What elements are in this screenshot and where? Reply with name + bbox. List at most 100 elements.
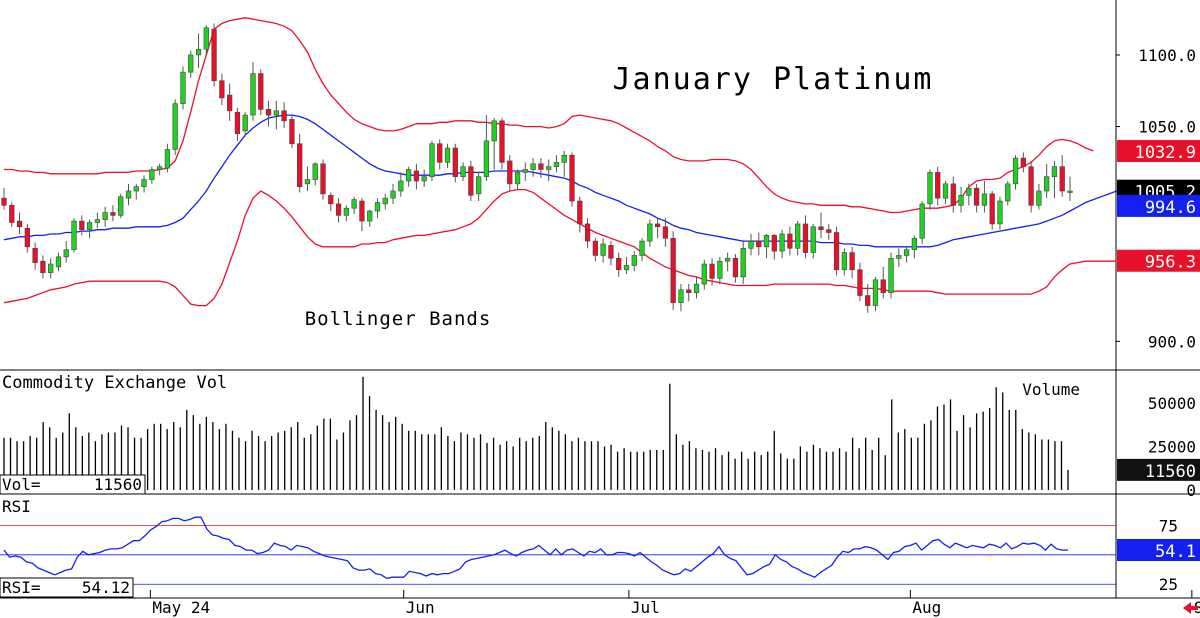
candle xyxy=(9,205,15,223)
upper-bollinger-band xyxy=(4,17,1094,214)
candle xyxy=(546,166,552,170)
candle xyxy=(273,110,279,116)
price-tick-label: 1050.0 xyxy=(1138,118,1196,137)
candle xyxy=(382,197,388,205)
price-box xyxy=(1117,140,1200,163)
candle xyxy=(639,240,645,256)
candle xyxy=(577,200,583,225)
candle xyxy=(172,103,178,150)
candle xyxy=(522,169,528,173)
volume-panel-title: Commodity Exchange Vol xyxy=(2,373,227,393)
candle xyxy=(227,94,233,112)
candle xyxy=(514,172,521,185)
volume-tick-label: 25000 xyxy=(1148,437,1196,456)
candle xyxy=(1036,190,1042,206)
candle xyxy=(709,263,715,279)
candle xyxy=(125,190,132,199)
candle xyxy=(390,190,396,199)
candle xyxy=(452,147,458,177)
candle xyxy=(810,226,816,253)
candle xyxy=(289,119,295,145)
candle xyxy=(258,73,264,110)
candle xyxy=(779,233,785,252)
candle xyxy=(437,143,443,163)
candle xyxy=(328,194,334,205)
candle xyxy=(857,269,863,296)
candle xyxy=(1067,190,1073,193)
volume-label: Volume xyxy=(1022,380,1080,399)
candle xyxy=(460,166,466,177)
candle xyxy=(16,220,23,228)
candle xyxy=(538,163,544,170)
rsi-line xyxy=(3,516,1068,580)
candle xyxy=(1051,166,1058,177)
candle xyxy=(553,162,560,167)
candle xyxy=(631,255,637,266)
candle xyxy=(833,232,840,271)
candle xyxy=(1028,166,1034,206)
candle xyxy=(40,260,46,273)
candle xyxy=(997,200,1003,225)
candle xyxy=(872,279,879,306)
volume-readout-label: Vol= xyxy=(2,475,41,494)
candle xyxy=(491,120,497,142)
candle xyxy=(678,289,684,303)
volume-box xyxy=(1117,458,1200,481)
candle xyxy=(211,28,217,82)
candle xyxy=(195,48,202,56)
candle xyxy=(896,255,902,259)
candle xyxy=(701,263,707,285)
candle xyxy=(919,203,925,239)
candle xyxy=(343,207,349,216)
chart-title: January Platinum xyxy=(613,62,934,97)
candle xyxy=(188,54,194,73)
price-box-label: 994.6 xyxy=(1145,198,1196,218)
candle xyxy=(468,166,474,196)
price-box xyxy=(1117,194,1200,217)
price-box-label: 1032.9 xyxy=(1135,143,1196,163)
candle xyxy=(818,226,824,230)
candle xyxy=(24,227,30,248)
candle xyxy=(911,237,918,251)
candle xyxy=(989,193,995,225)
candle xyxy=(429,143,435,177)
rsi-readout-value: 54.12 xyxy=(82,578,130,597)
candle xyxy=(94,219,101,223)
candle xyxy=(312,163,318,180)
candle xyxy=(1,197,7,206)
volume-tick-label: 0 xyxy=(1186,481,1196,500)
candle xyxy=(935,172,941,199)
candle xyxy=(1020,157,1026,167)
candle xyxy=(141,179,147,188)
candle xyxy=(405,169,412,182)
candle xyxy=(693,283,700,293)
candle xyxy=(133,186,139,192)
candle xyxy=(670,237,676,303)
candle xyxy=(102,212,108,220)
candle xyxy=(71,220,77,251)
candle xyxy=(118,196,124,216)
volume-box-label: 11560 xyxy=(1145,462,1196,482)
candle xyxy=(444,147,451,163)
candle xyxy=(569,154,575,202)
candle xyxy=(647,223,653,242)
candle xyxy=(219,80,225,99)
candle xyxy=(662,226,669,239)
rsi-tick-label: 25 xyxy=(1159,575,1178,594)
candle xyxy=(623,265,630,271)
candle xyxy=(802,223,809,253)
candle xyxy=(756,240,762,248)
month-label: May 24 xyxy=(152,598,210,617)
volume-readout-value: 11560 xyxy=(94,475,142,494)
candle xyxy=(771,235,777,252)
candle xyxy=(335,203,342,216)
candle xyxy=(561,154,567,163)
candle xyxy=(63,249,69,258)
candle xyxy=(973,187,980,206)
lower-bollinger-band xyxy=(3,188,1117,307)
candle xyxy=(1044,176,1050,192)
candle xyxy=(476,176,482,195)
candle xyxy=(654,223,661,228)
candle xyxy=(242,114,248,132)
